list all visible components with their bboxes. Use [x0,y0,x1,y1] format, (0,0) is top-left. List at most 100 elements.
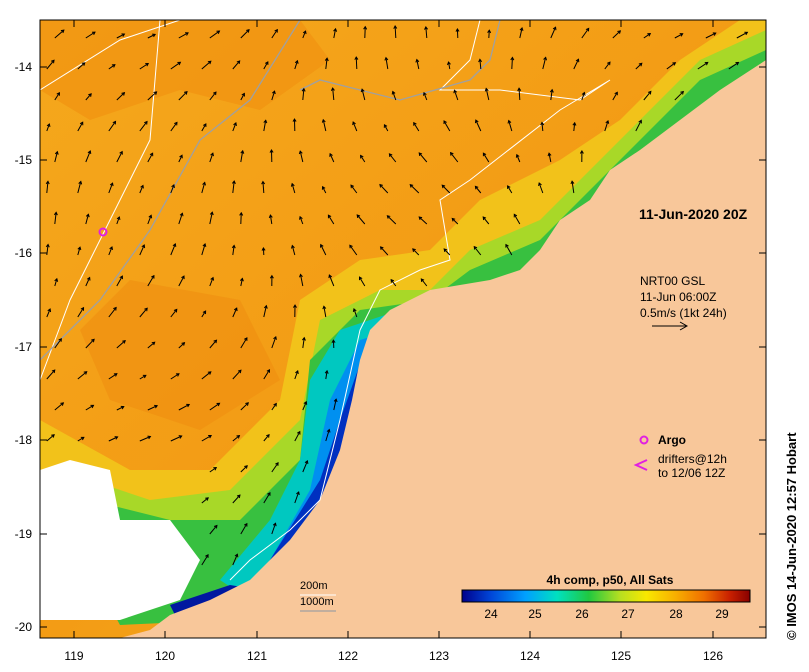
current-vector-head [333,27,338,32]
current-vector [240,523,248,535]
current-vector [139,436,151,442]
current-vector-head [443,248,448,253]
current-vector-head [299,215,303,220]
current-vector-head [172,243,177,247]
current-vector [116,340,126,349]
current-vector-head [113,306,117,311]
current-vector [473,246,482,256]
current-vector [425,26,428,39]
current-vector-head [85,213,90,218]
current-vector-head [120,405,125,410]
current-vector-head [301,87,306,92]
current-vector [550,89,553,101]
current-vector-head [379,246,384,250]
current-vector-head [147,435,152,440]
current-vector [479,59,482,70]
current-vector-head [360,154,364,159]
lat-label: -16 [14,246,32,260]
colorbar [461,589,751,603]
current-vector-head [680,90,685,95]
current-vector-head [213,466,218,471]
no-data-region [40,460,200,620]
current-vector [423,92,428,101]
current-vector [271,403,277,411]
current-vector [209,402,220,411]
current-vector-head [151,274,155,279]
current-vector [291,183,296,194]
current-vector [263,369,270,380]
current-vector-head [420,278,425,283]
current-vector [77,181,82,194]
current-vector [85,93,92,101]
current-vector-head [614,91,618,96]
current-vector [635,120,642,132]
current-vector-head [237,369,242,374]
current-vector-head [484,87,489,92]
current-vector [443,120,451,132]
current-vector [116,92,125,101]
current-vector-head [202,181,206,186]
current-vector-head [207,60,212,65]
current-vector-head [263,304,268,309]
current-vector [482,216,490,225]
contour-200m [40,20,181,91]
current-vector [108,64,116,70]
current-vector-head [274,28,278,33]
current-vector [573,122,576,132]
current-vector-head [304,460,309,464]
lat-label: -19 [14,527,32,541]
current-vector [85,338,95,349]
current-vector-head [418,216,423,221]
current-vector [409,184,420,194]
current-vector-head [482,216,487,221]
current-vector-head [638,62,643,67]
current-vector-head [507,185,511,189]
current-vector [294,431,301,442]
lon-label: 122 [337,649,359,663]
current-vector-head [474,119,479,124]
imos-credit: © IMOS 14-Jun-2020 12:57 Hobart [784,432,799,640]
current-vector-head [330,87,335,91]
current-vector [170,309,178,318]
current-vector [412,248,420,256]
current-vector-head [244,337,248,341]
current-vector-head [329,152,333,157]
current-vector [232,369,242,380]
current-vector [201,554,209,566]
current-vector [263,61,269,70]
current-vector [116,406,124,411]
current-vector-head [302,30,307,35]
current-vector-head [296,491,300,496]
current-vector-head [735,61,740,66]
current-vector [294,491,300,504]
current-vector [178,213,183,225]
current-vector [380,246,389,256]
current-vector [571,181,575,194]
current-vector-head [505,243,509,248]
current-vector [416,59,420,70]
current-vector [139,244,145,256]
current-vector-head [473,245,478,250]
current-vector-head [152,33,157,38]
current-scale-label: 0.5m/s (1kt 24h) [640,306,727,320]
current-vector-head [301,336,306,341]
current-vector [263,120,267,132]
current-vector-head [328,274,333,279]
current-vector [333,28,337,39]
current-vector-head [331,339,336,344]
lat-label: -14 [14,60,32,74]
current-vector-head [233,122,237,126]
current-vector-head [575,58,580,63]
current-vector-head [244,465,248,469]
warm-patch [80,280,280,430]
current-vector [54,278,58,287]
current-vector-head [154,404,159,409]
current-vector-head [412,248,416,252]
current-vector [232,60,241,70]
current-vector-head [236,494,241,499]
current-vector [178,91,188,101]
current-vector-head [56,91,60,96]
current-vector [507,185,513,194]
current-vector-head [121,33,126,37]
current-vector [299,216,304,225]
